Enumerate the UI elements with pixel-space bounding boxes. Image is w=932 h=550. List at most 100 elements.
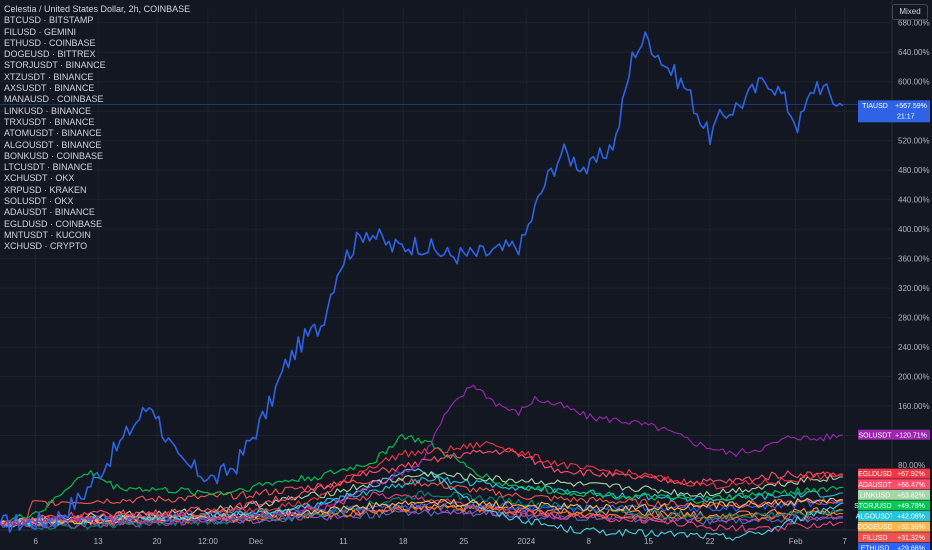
value-tag-label: +32.98%	[897, 524, 925, 531]
symbol-tag-label: SOLUSDT	[858, 432, 892, 439]
legend-symbol[interactable]: XRPUSD · KRAKEN	[4, 184, 87, 195]
legend-symbol[interactable]: ATOMUSDT · BINANCE	[4, 128, 102, 139]
x-tick-label: 25	[459, 537, 468, 546]
symbol-tag-label: EGLDUSD	[858, 471, 892, 478]
series-line	[0, 490, 843, 530]
legend-symbol[interactable]: BTCUSD · BITSTAMP	[4, 15, 94, 26]
y-tick-label: 320.00%	[898, 284, 930, 293]
legend-symbol[interactable]: TRXUSDT · BINANCE	[4, 116, 95, 127]
legend-symbol[interactable]: EGLDUSD · COINBASE	[4, 218, 103, 229]
symbol-tag	[858, 511, 892, 522]
value-tag-label: +49.79%	[897, 503, 925, 510]
x-tick-label: 6	[33, 537, 38, 546]
legend-symbol[interactable]: ALGOUSDT · BINANCE	[4, 139, 102, 150]
series-line	[0, 476, 843, 527]
y-tick-label: 520.00%	[898, 137, 930, 146]
value-tag	[892, 521, 930, 532]
legend-symbol[interactable]: BONKUSD · COINBASE	[4, 150, 104, 161]
symbol-tag-label: ETHUSD	[861, 545, 890, 550]
value-tag	[892, 429, 930, 440]
legend-symbol-list: BTCUSD · BITSTAMP FILUSD · GEMINI ETHUSD ·…	[4, 15, 190, 252]
value-tag-label: +42.08%	[897, 514, 925, 521]
symbol-tag-label: ALGOUSDT	[856, 514, 895, 521]
value-tag-label: +31.32%	[897, 535, 925, 542]
series-line	[0, 31, 844, 534]
value-tag	[892, 100, 930, 123]
chart-legend: Celestia / United States Dollar, 2h, COI…	[4, 4, 190, 253]
legend-symbol[interactable]: MNTUSDT · KUCOIN	[4, 229, 91, 240]
legend-symbol[interactable]: DOGEUSD · BITTREX	[4, 49, 96, 60]
symbol-tag	[858, 500, 892, 511]
x-tick-label: 7	[842, 537, 847, 546]
y-tick-label: 200.00%	[898, 373, 930, 382]
x-tick-label: 22	[706, 537, 715, 546]
value-tag	[892, 500, 930, 511]
legend-symbol[interactable]: ADAUSDT · BINANCE	[4, 207, 95, 218]
chart-title: Celestia / United States Dollar, 2h, COI…	[4, 4, 191, 14]
x-axis-labels: 6 13 20 12:00 Dec 11 18 25 2024 8 15 22 Feb 7	[33, 537, 847, 546]
x-tick-label: 13	[94, 537, 103, 546]
series-lines	[0, 31, 844, 541]
legend-symbol[interactable]: XCHUSDT · OKX	[4, 173, 75, 184]
y-tick-label: 600.00%	[898, 78, 930, 87]
value-tag	[892, 468, 930, 479]
x-tick-label: 8	[586, 537, 591, 546]
symbol-tag-label: STORJUSDT	[854, 503, 897, 510]
x-tick-label: 2024	[517, 537, 535, 546]
x-tick-label: 15	[644, 537, 653, 546]
legend-symbol[interactable]: LTCUSDT · BINANCE	[4, 162, 93, 173]
legend-symbol[interactable]: LINKUSD · BINANCE	[4, 105, 92, 116]
legend-symbol[interactable]: XCHUSD · CRYPTO	[4, 241, 88, 252]
symbol-tag	[858, 479, 892, 490]
x-tick-label: Feb	[789, 537, 803, 546]
symbol-tag-label: LINKUSD	[860, 492, 890, 499]
value-tag-label: +567.59%	[895, 103, 927, 110]
y-tick-label: 680.00%	[898, 19, 930, 28]
value-tag	[892, 532, 930, 543]
legend-symbol[interactable]: AXSUSDT · BINANCE	[4, 83, 95, 94]
legend-symbol[interactable]: MANAUSD · COINBASE	[4, 94, 104, 105]
scale-mode-button[interactable]: Mixed	[892, 4, 928, 20]
x-tick-label: Dec	[249, 537, 263, 546]
value-tag	[892, 511, 930, 522]
symbol-tag	[858, 521, 892, 532]
x-tick-label: 18	[399, 537, 408, 546]
value-tag	[892, 479, 930, 490]
legend-symbol[interactable]: STORJUSDT · BINANCE	[4, 60, 106, 71]
value-tag-label: +120.71%	[895, 432, 927, 439]
y-tick-label: 440.00%	[898, 196, 930, 205]
y-tick-label: 640.00%	[898, 48, 930, 57]
symbol-tag	[858, 542, 892, 550]
y-tick-label: 360.00%	[898, 255, 930, 264]
x-tick-label: 11	[339, 537, 348, 546]
series-line	[0, 441, 843, 526]
value-tag-label: +63.82%	[897, 492, 925, 499]
legend-symbol[interactable]: FILUSD · GEMINI	[4, 26, 77, 37]
y-axis-labels: 80.00%120.00%160.00%200.00%240.00%280.00…	[898, 19, 930, 470]
series-line	[0, 475, 843, 528]
symbol-tag-label: ADAUSDT	[858, 482, 892, 489]
legend-symbol[interactable]: ETHUSD · COINBASE	[4, 37, 96, 48]
value-tag-label: +67.92%	[897, 471, 925, 478]
countdown-label: 21:17	[897, 113, 915, 120]
symbol-tag	[858, 489, 892, 500]
series-line	[0, 434, 843, 527]
legend-symbol[interactable]: SOLUSDT · OKX	[4, 196, 74, 207]
price-markers: TIAUSD +567.59% 21:17 SOLUSDT +120.71% EGLDUS…	[0, 100, 930, 550]
symbol-tag	[858, 468, 892, 479]
y-tick-label: 480.00%	[898, 166, 930, 175]
y-tick-label: 280.00%	[898, 314, 930, 323]
value-tag-label: +29.68%	[897, 545, 925, 550]
y-tick-label: 240.00%	[898, 343, 930, 352]
symbol-tag-label: DOGEUSD	[857, 524, 892, 531]
y-tick-label: 80.00%	[898, 461, 925, 470]
series-line	[0, 491, 843, 533]
symbol-tag	[858, 429, 892, 440]
y-tick-label: 160.00%	[898, 402, 930, 411]
symbol-tag-label: FILUSD	[863, 535, 888, 542]
legend-symbol[interactable]: XTZUSDT · BINANCE	[4, 71, 94, 82]
symbol-tag	[858, 532, 892, 543]
x-tick-label: 20	[153, 537, 162, 546]
value-tag	[892, 489, 930, 500]
